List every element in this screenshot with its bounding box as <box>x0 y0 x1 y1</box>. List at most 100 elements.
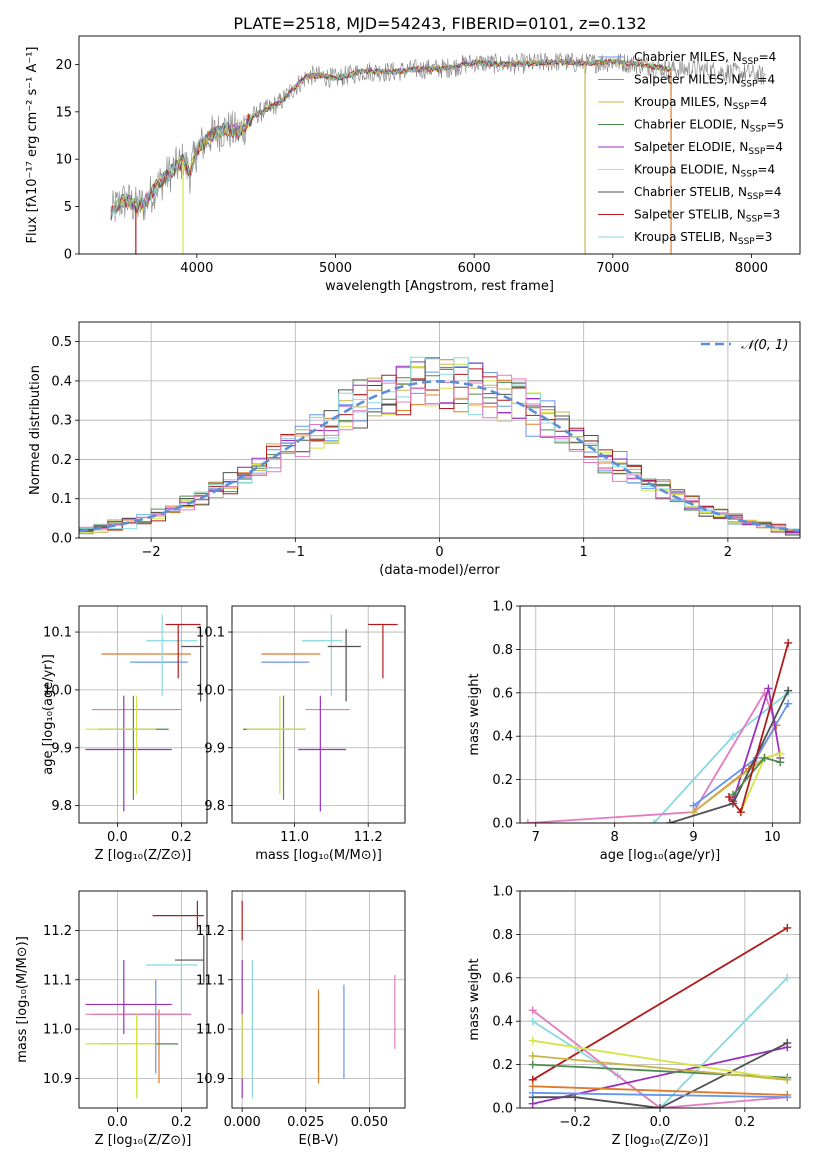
y-tick-label: 0.0 <box>492 1102 513 1117</box>
weight-marker <box>760 753 769 762</box>
legend-subscript: SSP <box>747 192 764 202</box>
axes-frame <box>231 890 406 1109</box>
y-tick-label: 0.8 <box>492 643 513 658</box>
y-tick-label: 10.9 <box>196 1072 225 1087</box>
y-tick-label: 0.4 <box>492 730 513 745</box>
histogram-step <box>79 374 800 531</box>
y-tick-label: 0.0 <box>492 817 513 832</box>
y-tick-label: 11.1 <box>196 973 225 988</box>
model-spectrum-line <box>110 57 672 216</box>
y-tick-label: 0.8 <box>492 928 513 943</box>
x-tick-label: 0.2 <box>735 1115 756 1130</box>
weight-line <box>532 1055 788 1081</box>
legend-subscript: SSP <box>750 125 767 135</box>
y-tick-label: 0.6 <box>492 971 513 986</box>
x-tick-label: 0.0 <box>107 1115 128 1130</box>
y-tick-label: 9.8 <box>51 799 72 814</box>
weight-line <box>532 1039 788 1081</box>
y-tick-label: 0.5 <box>51 335 72 350</box>
legend-label-rest: =4 <box>757 163 775 177</box>
y-tick-label: 10.0 <box>196 683 225 698</box>
axes-frame <box>519 890 801 1109</box>
weight-marker <box>665 819 674 823</box>
legend-label-rest: =5 <box>766 118 784 132</box>
x-tick-label: 6000 <box>458 261 491 276</box>
x-tick-label: 8000 <box>735 261 768 276</box>
weight-marker <box>528 1017 537 1026</box>
weight-marker <box>783 1093 792 1102</box>
model-spectrum-line <box>110 58 672 217</box>
weight-series <box>528 1088 792 1102</box>
weight-series <box>725 638 793 817</box>
figure-title: PLATE=2518, MJD=54243, FIBERID=0101, z=0… <box>233 14 646 33</box>
weight-marker <box>528 1051 537 1060</box>
weight-marker <box>776 749 785 758</box>
weight-marker <box>571 1093 580 1102</box>
errorbar-point <box>165 623 201 679</box>
plot-area <box>85 614 204 812</box>
y-tick-label: 9.8 <box>204 799 225 814</box>
legend-label-rest: =4 <box>764 185 782 199</box>
x-tick-label: 5000 <box>319 261 352 276</box>
y-tick-label: 1.0 <box>492 885 513 900</box>
axes-frame <box>231 605 406 824</box>
x-tick-label: −0.2 <box>559 1115 591 1130</box>
errorbar-point <box>368 623 398 679</box>
y-tick-label: 0.6 <box>492 686 513 701</box>
weight-marker <box>776 758 785 767</box>
weight-marker <box>764 684 773 693</box>
y-tick-label: 0.1 <box>51 492 72 507</box>
y-tick-label: 10.9 <box>43 1072 72 1087</box>
y-tick-label: 0.4 <box>492 1015 513 1030</box>
x-tick-label: 11.2 <box>354 830 383 845</box>
y-tick-label: 1.0 <box>492 600 513 615</box>
grid <box>79 891 207 1108</box>
legend-label-rest: =3 <box>755 230 773 244</box>
legend-subscript: SSP <box>742 57 759 67</box>
model-spectrum-line <box>110 58 672 221</box>
panel-age-vs-mass: 11.0 11.2 9.8 9.9 10.0 10.1 mass [log₁₀(M/M⊙)] <box>196 605 406 863</box>
legend-subscript: SSP <box>741 80 758 90</box>
weight-marker <box>784 699 793 708</box>
errorbar-point <box>146 614 198 696</box>
model-spectrum-line <box>110 58 672 216</box>
x-tick-label: 7 <box>532 830 540 845</box>
y-axis-label: Flux [fλ10⁻¹⁷ erg cm⁻² s⁻¹ A⁻¹] <box>25 47 40 244</box>
legend-label: Salpeter ELODIE, NSSP=4 <box>634 140 783 157</box>
errorbar-point <box>146 964 198 1020</box>
weight-marker <box>784 638 793 647</box>
weight-series <box>528 1038 792 1108</box>
panel-age-vs-Z: 0.0 0.2 9.8 9.9 10.0 10.1 Z [log₁₀(Z/Z⊙)] age [… <box>41 605 208 863</box>
x-tick-label: 11.0 <box>280 830 309 845</box>
y-axis-label: mass weight <box>467 958 482 1040</box>
x-tick-label: 7000 <box>596 261 629 276</box>
normal-curve <box>79 379 800 533</box>
plot-area <box>523 638 793 823</box>
legend-subscript: SSP <box>741 170 758 180</box>
panel-mass-weight-vs-Z: −0.2 0.0 0.2 0.0 0.2 0.4 0.6 0.8 1.0 Z [log₁₀(Z/Z… <box>467 885 801 1148</box>
axes-frame <box>78 890 208 1109</box>
legend-label: Kroupa ELODIE, NSSP=4 <box>634 163 775 180</box>
weight-marker <box>783 1075 792 1084</box>
weight-marker <box>783 973 792 982</box>
x-tick-label: 0.025 <box>287 1115 324 1130</box>
weight-marker <box>725 792 734 801</box>
weight-line <box>532 927 788 1081</box>
weight-marker <box>528 1006 537 1015</box>
x-tick-label: 0.0 <box>650 1115 671 1130</box>
weight-marker <box>784 686 793 695</box>
grid <box>79 606 207 823</box>
errorbar-point <box>298 695 347 812</box>
plot-area <box>79 356 800 536</box>
model-spectrum-line <box>110 58 672 215</box>
y-tick-label: 0.3 <box>51 414 72 429</box>
errorbar-point <box>98 1014 179 1099</box>
y-tick-label: 11.0 <box>43 1023 72 1038</box>
weight-line <box>532 1085 788 1096</box>
y-axis-label: mass weight <box>467 673 482 755</box>
axes-frame <box>78 35 801 255</box>
x-tick-label: 0.2 <box>171 1115 192 1130</box>
plot-area <box>528 923 792 1108</box>
legend-label: Salpeter STELIB, NSSP=3 <box>634 208 780 225</box>
errorbar-point <box>85 1014 156 1099</box>
